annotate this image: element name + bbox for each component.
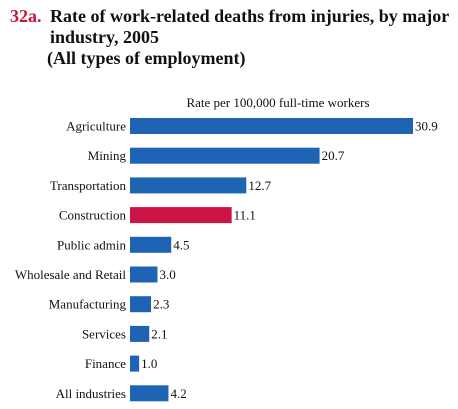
chart-title-line-2: industry, 2005	[50, 27, 159, 47]
bar-finance	[130, 355, 140, 372]
value-label-services: 2.1	[151, 326, 167, 341]
category-label-services: Services	[82, 326, 126, 341]
bar-wholesale-and-retail	[130, 266, 158, 283]
chart-subtitle: (All types of employment)	[47, 48, 245, 69]
x-axis-title: Rate per 100,000 full-time workers	[186, 95, 369, 110]
category-label-agriculture: Agriculture	[66, 119, 126, 134]
value-label-finance: 1.0	[141, 356, 157, 371]
value-label-transportation: 12.7	[248, 178, 271, 193]
category-label-manufacturing: Manufacturing	[49, 297, 127, 312]
value-label-all-industries: 4.2	[170, 386, 186, 401]
bar-services	[130, 325, 150, 342]
category-label-wholesale-and-retail: Wholesale and Retail	[15, 267, 127, 282]
chart-number: 32a.	[10, 6, 42, 26]
chart-title-line-1: Rate of work-related deaths from injurie…	[50, 6, 449, 26]
bar-manufacturing	[130, 296, 152, 313]
bar-construction	[130, 207, 232, 224]
bar-series: Agriculture 30.9 Mining 20.7 Transportation 1…	[15, 118, 438, 402]
bar-agriculture	[130, 118, 413, 134]
bar-public-admin	[130, 236, 172, 253]
category-label-public-admin: Public admin	[57, 237, 126, 252]
value-label-wholesale-and-retail: 3.0	[159, 267, 175, 282]
value-label-construction: 11.1	[234, 208, 256, 223]
bar-all-industries	[130, 385, 169, 402]
value-label-agriculture: 30.9	[415, 119, 438, 134]
value-label-public-admin: 4.5	[173, 237, 189, 252]
value-label-manufacturing: 2.3	[153, 297, 169, 312]
category-label-construction: Construction	[59, 208, 127, 223]
value-label-mining: 20.7	[322, 148, 345, 163]
bar-transportation	[130, 177, 247, 194]
category-label-all-industries: All industries	[56, 386, 126, 401]
bar-mining	[130, 147, 320, 164]
category-label-transportation: Transportation	[50, 178, 127, 193]
category-label-mining: Mining	[88, 148, 127, 163]
category-label-finance: Finance	[85, 356, 126, 371]
